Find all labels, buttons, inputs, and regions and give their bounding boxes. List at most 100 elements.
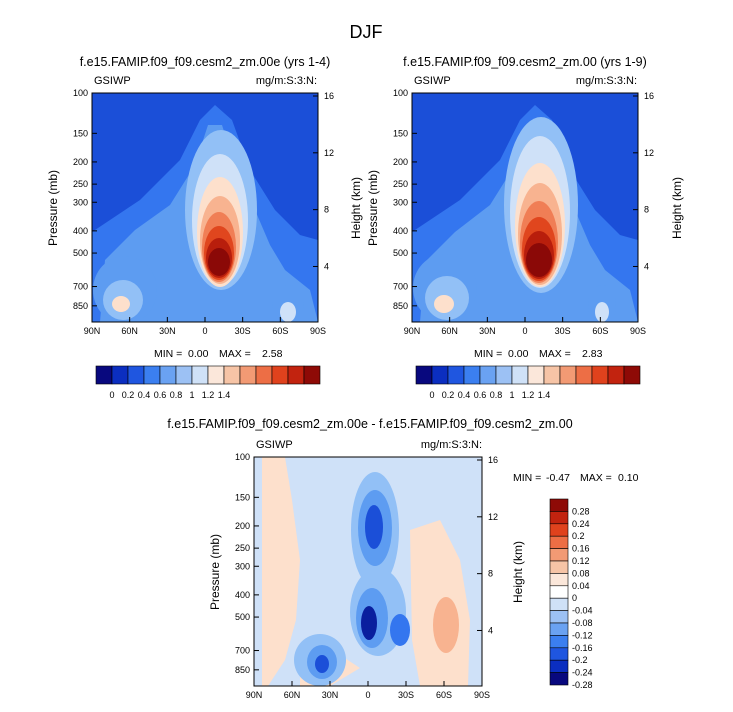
min-max-stats: MIN = -0.47 MAX = 0.10 — [513, 472, 639, 484]
colorbar-label: 1 — [509, 390, 514, 400]
colorbar-swatch — [415, 365, 433, 385]
x-tick-label: 90N — [404, 326, 421, 336]
y-tick-label: 850 — [73, 301, 88, 311]
y-tick-label: 500 — [73, 248, 88, 258]
colorbar-label: 0.04 — [572, 581, 590, 591]
colorbar-label: 0.8 — [490, 390, 503, 400]
colorbar-swatch — [287, 365, 305, 385]
colorbar-label: 0.12 — [572, 556, 590, 566]
y-right-tick-label: 8 — [324, 205, 329, 215]
min-label: MIN = — [513, 472, 541, 484]
colorbar-label: -0.24 — [572, 668, 593, 678]
min-label: MIN = — [474, 348, 502, 360]
colorbar-label: 0.2 — [572, 531, 585, 541]
colorbar-swatch — [549, 573, 569, 587]
y-right-tick-label: 12 — [644, 148, 654, 158]
y-tick-label: 200 — [393, 157, 408, 167]
colorbar-swatch — [549, 535, 569, 549]
y-right-tick-label: 12 — [324, 148, 334, 158]
figure-title: DJF — [350, 22, 383, 42]
colorbar-label: 1.4 — [538, 390, 551, 400]
max-value: 2.58 — [262, 348, 283, 360]
contour-t8 — [526, 243, 552, 277]
colorbar-label: 0.2 — [442, 390, 455, 400]
units-label: mg/m:S:3:N: — [576, 75, 637, 87]
y-tick-label: 250 — [235, 543, 250, 553]
units-label: mg/m:S:3:N: — [421, 439, 482, 451]
y-tick-label: 400 — [235, 590, 250, 600]
x-axis: 90N 60N 30N 0 30S 60S 90S — [246, 681, 490, 700]
colorbar-swatch — [95, 365, 113, 385]
colorbar-label: 1 — [189, 390, 194, 400]
colorbar-swatch — [559, 365, 577, 385]
colorbar-label: -0.12 — [572, 630, 593, 640]
y-axis-label: Pressure (mb) — [366, 170, 380, 246]
colorbar-swatch — [549, 523, 569, 537]
y-axis-left: 100 150 200 250 300 400 500 700 850 — [393, 88, 417, 311]
contour-field — [92, 93, 318, 322]
colorbar-swatch — [549, 672, 569, 686]
x-axis: 90N 60N 30N 0 30S 60S 90S — [84, 317, 326, 336]
colorbar-label: 0 — [572, 593, 577, 603]
y-right-tick-label: 4 — [644, 261, 649, 271]
colorbar-swatch — [175, 365, 193, 385]
y-tick-label: 100 — [73, 88, 88, 98]
contour-neg-lower-core — [361, 606, 377, 640]
y-right-tick-label: 8 — [644, 205, 649, 215]
colorbar-swatch — [549, 659, 569, 673]
x-tick-label: 90S — [310, 326, 326, 336]
colorbar-swatch — [549, 585, 569, 599]
x-axis: 90N 60N 30N 0 30S 60S 90S — [404, 317, 646, 336]
y-tick-label: 700 — [235, 646, 250, 656]
colorbar-label: 0 — [109, 390, 114, 400]
min-value: 0.00 — [188, 348, 209, 360]
colorbar-swatch — [143, 365, 161, 385]
contour-sh-inner — [280, 302, 296, 322]
colorbar-label: 0.8 — [170, 390, 183, 400]
panel-control-yrs-1-4: f.e15.FAMIP.f09_f09.cesm2_zm.00e (yrs 1-… — [46, 55, 363, 400]
x-tick-label: 90N — [246, 690, 263, 700]
y-tick-label: 300 — [393, 197, 408, 207]
y-axis-right: 16 12 8 4 — [633, 91, 654, 271]
y-tick-label: 100 — [235, 452, 250, 462]
x-tick-label: 30N — [159, 326, 176, 336]
colorbar-swatch — [607, 365, 625, 385]
colorbar-swatch — [549, 560, 569, 574]
colorbar-label: -0.16 — [572, 643, 593, 653]
x-tick-label: 60S — [436, 690, 452, 700]
max-label: MAX = — [219, 348, 251, 360]
contour-neg-upper-core — [365, 505, 383, 549]
colorbar-swatch — [239, 365, 257, 385]
colorbar-swatch — [111, 365, 129, 385]
x-tick-label: 90S — [630, 326, 646, 336]
colorbar-label: 0.28 — [572, 506, 590, 516]
colorbar-label: 1.2 — [202, 390, 215, 400]
y-tick-label: 700 — [393, 282, 408, 292]
contour-neg-side — [390, 614, 410, 646]
max-label: MAX = — [580, 472, 612, 484]
colorbar-swatch — [207, 365, 225, 385]
min-value: -0.47 — [546, 472, 570, 484]
y-axis-left: 100 150 200 250 300 400 500 700 850 — [73, 88, 97, 311]
colorbar-swatch — [591, 365, 609, 385]
y-tick-label: 200 — [73, 157, 88, 167]
colorbar-swatch — [271, 365, 289, 385]
colorbar-swatch — [463, 365, 481, 385]
colorbar-label: -0.2 — [572, 655, 588, 665]
variable-label: GSIWP — [414, 75, 451, 87]
colorbar-swatch — [543, 365, 561, 385]
colorbar: 0 0.2 0.4 0.6 0.8 1 1.2 1.4 — [95, 365, 321, 400]
y-right-tick-label: 4 — [488, 625, 493, 635]
panel-title: f.e15.FAMIP.f09_f09.cesm2_zm.00e - f.e15… — [167, 417, 572, 431]
x-tick-label: 0 — [522, 326, 527, 336]
colorbar-label: 0 — [429, 390, 434, 400]
x-tick-label: 60N — [121, 326, 138, 336]
min-max-stats: MIN = 0.00 MAX = 2.58 — [154, 348, 283, 360]
y-axis-label: Pressure (mb) — [208, 534, 222, 610]
min-value: 0.00 — [508, 348, 529, 360]
colorbar-swatch — [549, 511, 569, 525]
variable-label: GSIWP — [256, 439, 293, 451]
x-tick-label: 30N — [479, 326, 496, 336]
y-axis-right-label: Height (km) — [670, 177, 684, 239]
